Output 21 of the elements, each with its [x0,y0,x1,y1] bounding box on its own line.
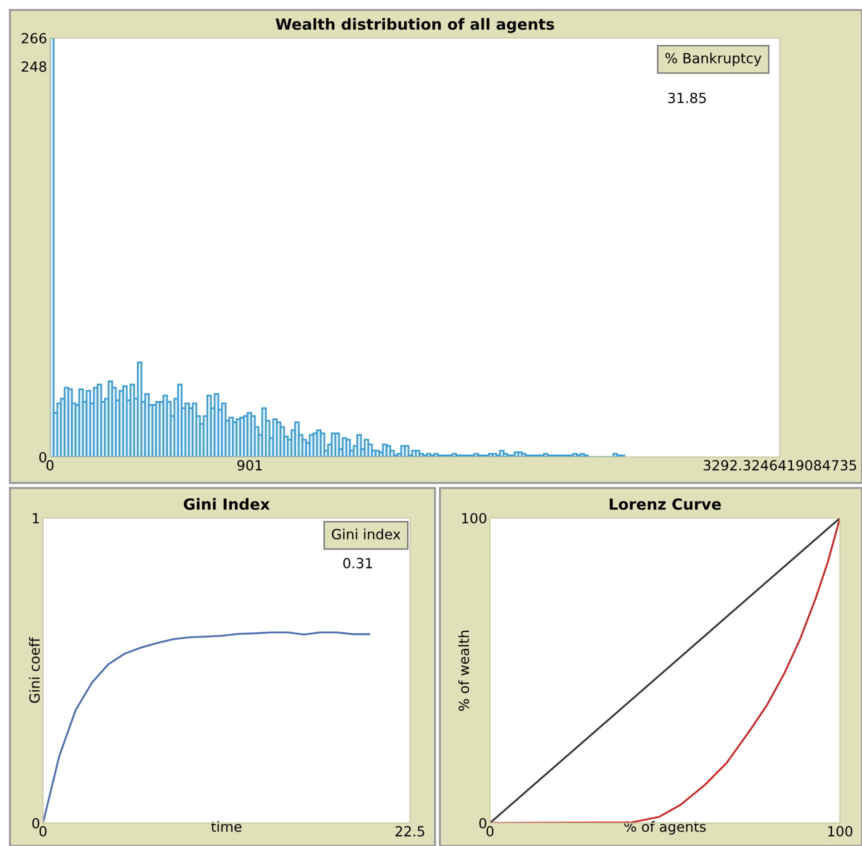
y-axis-title: % of wealth [458,630,470,711]
x-tick-label: 3292.3246419084735 [704,460,856,471]
y-tick-label: 0 [39,452,46,462]
y-tick-label: 0 [32,818,40,828]
annotation: 31.85 [668,92,706,104]
y-tick-label: 248 [22,61,46,72]
x-tick-label: 100 [828,826,852,837]
chart-title: Wealth distribution of all agents [276,18,554,33]
y-tick-label: 266 [22,32,46,44]
annotation: % Bankruptcy [665,52,762,66]
annotation: Gini index [332,528,400,540]
annotation: 0.31 [343,558,372,568]
x-tick-label: 22.5 [396,826,424,837]
chart-title: Lorenz Curve [610,498,721,510]
y-tick-label: 1 [32,513,39,524]
x-tick-label: 0 [486,826,494,837]
x-tick-label: 901 [237,460,262,471]
x-tick-label: 0 [46,460,54,471]
chart-title: Gini Index [184,498,270,510]
x-axis-title: time [211,821,242,832]
y-axis-title: Gini coeff [29,637,40,703]
